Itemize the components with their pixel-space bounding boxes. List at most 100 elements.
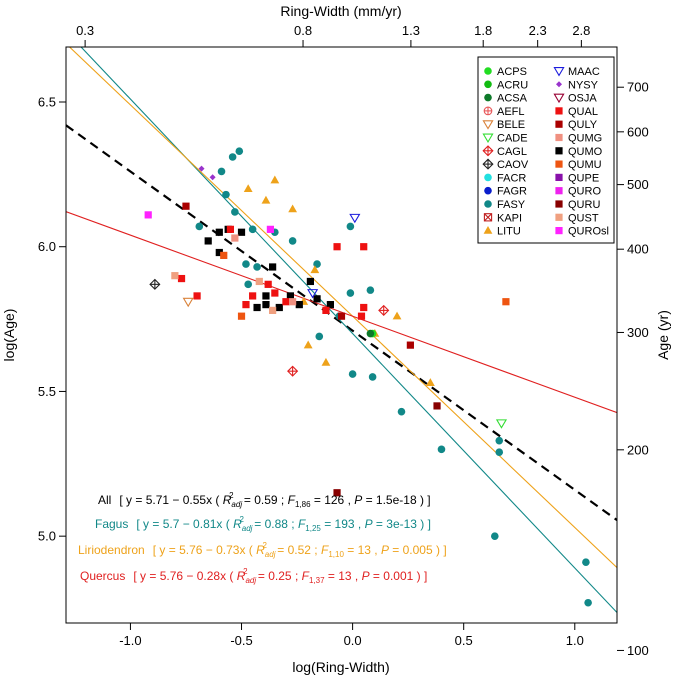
point-qumo (215, 248, 223, 257)
top-axis-ticks: 0.3 0.8 1.3 1.8 2.3 2.8 (76, 23, 590, 47)
point-qumo (295, 301, 303, 309)
equation-all: All[ y = 5.71 − 0.55x ( Radj2 = 0.59 ; F… (98, 491, 431, 509)
point-fasy (195, 222, 204, 231)
top-axis-title: Ring-Width (mm/yr) (280, 3, 401, 19)
y-tick-label: 5.0 (38, 529, 56, 544)
x-tick-label: 0.0 (344, 633, 362, 648)
top-tick-label: 1.8 (474, 23, 492, 38)
y-tick-label: 6.5 (38, 94, 56, 109)
point-quru (333, 489, 341, 497)
point-fasy (346, 289, 355, 297)
legend-marker-acps (484, 67, 492, 75)
legend-label-quru: QURU (568, 199, 600, 211)
point-fasy (348, 370, 357, 378)
legend-label-acru: ACRU (497, 79, 528, 91)
point-qumo (313, 295, 321, 303)
y-tick-label: 5.5 (38, 384, 56, 399)
fit-line-fagus (80, 47, 617, 613)
legend-label-osja: OSJA (568, 93, 597, 105)
legend-label-qumo: QUMO (568, 146, 603, 158)
point-qumo (275, 303, 283, 312)
point-fasy (242, 260, 250, 268)
point-fasy (437, 445, 446, 454)
right-axis-ticks: 100 200 300 400 500 600 700 (617, 80, 649, 658)
equation-liriodendron: Liriodendron[ y = 5.76 − 0.73x ( Radj2 =… (78, 541, 447, 559)
legend-label-litu: LITU (497, 226, 521, 238)
point-litu (270, 175, 280, 184)
x-tick-label: 0.5 (455, 633, 473, 648)
point-fasy (315, 332, 324, 341)
point-litu (425, 378, 435, 386)
legend-marker-acsa (484, 93, 492, 102)
point-maac (349, 213, 361, 224)
equation-quercus: Quercus[ y = 5.76 − 0.28x ( Radj2 = 0.25… (80, 567, 427, 585)
point-cagl (287, 365, 299, 377)
top-tick-label: 0.3 (76, 23, 94, 38)
point-litu (261, 195, 271, 204)
point-qual (242, 301, 250, 309)
legend-marker-litu (483, 226, 493, 234)
legend-marker-nysy (556, 81, 562, 88)
point-litu (243, 184, 253, 193)
right-tick-label: 200 (627, 442, 649, 457)
point-qual (322, 306, 330, 314)
legend-marker-facr (484, 173, 492, 182)
legend-label-quly: QULY (568, 119, 598, 131)
point-litu (310, 265, 320, 274)
point-qumo (262, 301, 270, 309)
legend-marker-qust (555, 213, 563, 221)
y-tick-label: 6.0 (38, 239, 56, 254)
point-qust (269, 306, 277, 314)
legend-label-kapi: KAPI (497, 212, 522, 224)
equation-fagus: Fagus[ y = 5.7 − 0.81x ( Radj2 = 0.88 ; … (95, 515, 431, 533)
legend-marker-fasy (484, 200, 492, 208)
x-tick-label: -1.0 (119, 633, 141, 648)
point-qual (271, 289, 279, 297)
legend-marker-caov (482, 158, 494, 170)
point-litu (288, 204, 298, 213)
legend-label-qumu: QUMU (568, 159, 602, 171)
point-maac (307, 289, 319, 299)
point-fasy (222, 190, 230, 199)
point-fasy (228, 153, 237, 161)
point-qumu (237, 312, 246, 320)
point-quly (337, 312, 346, 320)
point-qual (282, 298, 290, 306)
x-axis-title: log(Ring-Width) (292, 659, 389, 675)
point-qust (255, 277, 263, 286)
point-quly (182, 202, 190, 210)
right-axis-title: Age (yr) (655, 310, 671, 360)
x-axis-ticks: -1.0 -0.5 0.0 0.5 1.0 (119, 623, 584, 648)
legend-marker-quro (555, 187, 563, 195)
x-tick-label: -0.5 (230, 633, 252, 648)
point-qual (249, 292, 257, 300)
legend-marker-quly (555, 120, 563, 128)
legend-marker-qumu (555, 160, 563, 168)
legend-label-fagr: FAGR (497, 186, 527, 198)
point-qumo (253, 303, 261, 312)
regression-lines (66, 47, 617, 613)
point-litu (321, 357, 331, 366)
legend-label-acps: ACPS (497, 66, 527, 78)
y-axis-ticks: 5.0 5.5 6.0 6.5 (38, 94, 66, 544)
point-bele (182, 297, 194, 308)
legend-marker-qual (555, 107, 563, 115)
right-tick-label: 500 (627, 177, 649, 192)
point-qual (226, 225, 235, 233)
point-quly (406, 341, 414, 349)
legend-box (477, 56, 615, 244)
legend-label-qumg: QUMG (568, 133, 602, 145)
legend-marker-qurosl (555, 227, 563, 235)
legend-marker-acru (484, 80, 492, 89)
legend-label-acsa: ACSA (497, 93, 528, 105)
legend-marker-kapi (483, 213, 493, 222)
point-fasy (368, 373, 377, 381)
regression-equations: All[ y = 5.71 − 0.55x ( Radj2 = 0.59 ; F… (78, 491, 447, 585)
point-qual (177, 274, 186, 283)
legend-marker-maac (553, 67, 565, 77)
point-fasy (244, 280, 252, 289)
point-qumo (237, 228, 246, 236)
point-qual (360, 243, 368, 251)
